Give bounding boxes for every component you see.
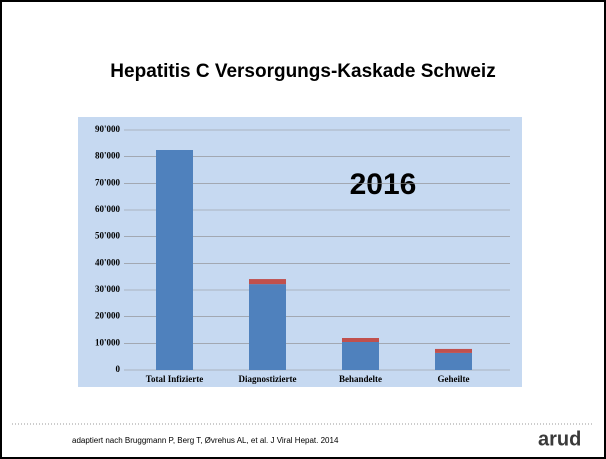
logo: arud	[538, 428, 581, 450]
y-tick-label: 80'000	[95, 151, 121, 161]
bar-segment	[435, 352, 472, 370]
chart-title: Hepatitis C Versorgungs-Kaskade Schweiz	[110, 61, 495, 82]
y-tick-label: 20'000	[95, 311, 121, 321]
y-tick-label: 50'000	[95, 231, 121, 241]
annotation: 2016	[350, 168, 417, 201]
x-tick-label: Behandelte	[339, 374, 382, 384]
y-tick-label: 10'000	[95, 337, 121, 347]
y-tick-label: 0	[116, 364, 121, 374]
x-tick-label: Diagnostizierte	[239, 374, 297, 384]
y-tick-label: 40'000	[95, 257, 121, 267]
chart-area	[78, 117, 522, 387]
bar-segment	[156, 150, 193, 370]
bar-segment	[435, 348, 472, 353]
y-tick-label: 70'000	[95, 177, 121, 187]
x-tick-label: Geheilte	[438, 374, 470, 384]
y-tick-label: 90'000	[95, 124, 121, 134]
citation: adaptiert nach Bruggmann P, Berg T, Øvre…	[72, 436, 339, 445]
y-tick-label: 30'000	[95, 284, 121, 294]
bar-segment	[249, 284, 286, 370]
x-tick-label: Total Infizierte	[146, 374, 203, 384]
bar-segment	[342, 338, 379, 342]
y-tick-label: 60'000	[95, 204, 121, 214]
bar-segment	[249, 279, 286, 285]
bar-segment	[342, 342, 379, 370]
